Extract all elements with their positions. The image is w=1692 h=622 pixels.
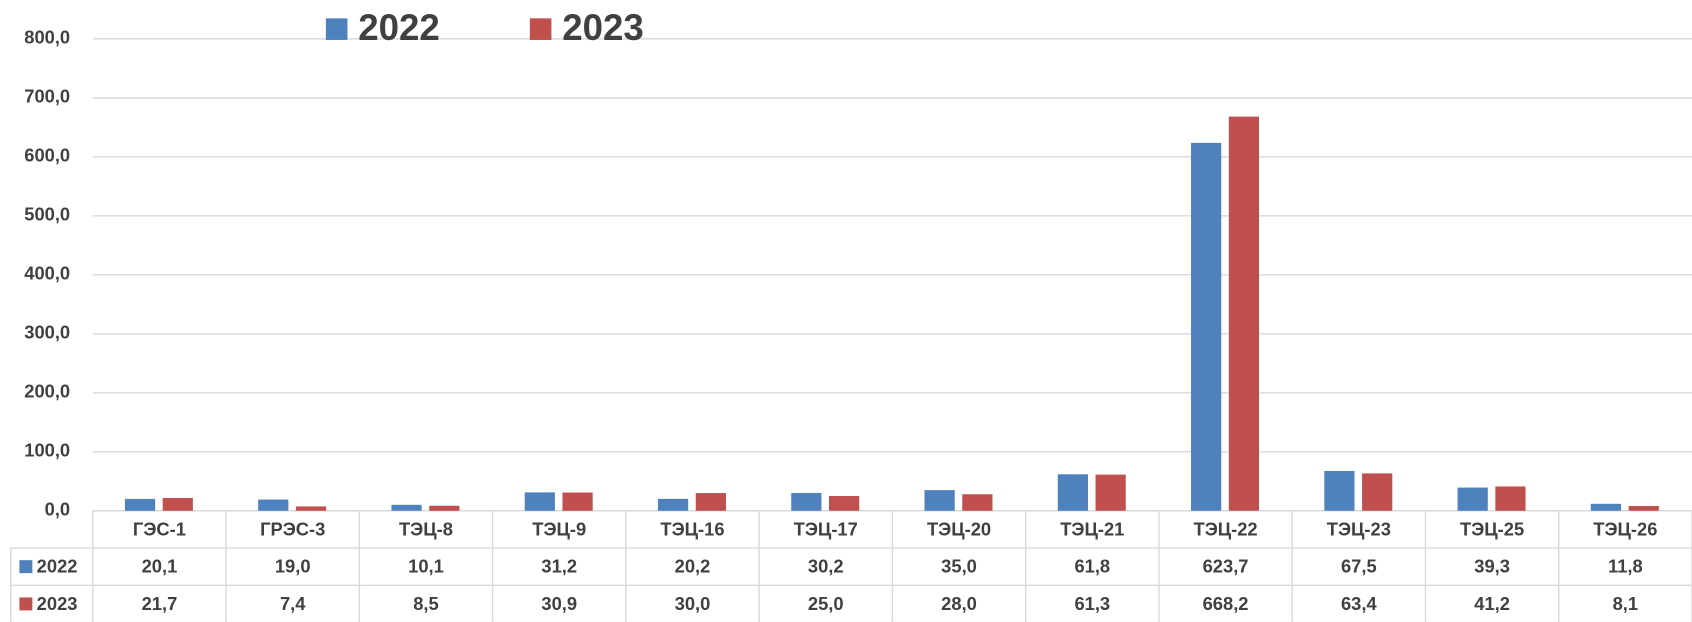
x-tick-label: ТЭЦ-17 xyxy=(794,518,858,539)
legend-label: 2023 xyxy=(562,7,644,48)
table-value: 10,1 xyxy=(408,556,444,577)
y-tick-label: 700,0 xyxy=(24,86,70,107)
y-tick-label: 800,0 xyxy=(24,27,70,48)
table-value: 35,0 xyxy=(941,556,977,577)
table-value: 28,0 xyxy=(941,593,977,614)
table-row-label: 2023 xyxy=(37,593,78,614)
y-tick-label: 600,0 xyxy=(24,145,70,166)
table-value: 19,0 xyxy=(275,556,311,577)
bar xyxy=(1057,474,1088,511)
table-value: 61,8 xyxy=(1074,556,1110,577)
bar xyxy=(391,504,422,511)
bar xyxy=(1095,474,1126,511)
y-tick-label: 500,0 xyxy=(24,204,70,225)
bar xyxy=(924,490,955,511)
table-value: 67,5 xyxy=(1341,556,1377,577)
table-row-label: 2022 xyxy=(37,556,78,577)
bar xyxy=(1590,503,1622,511)
y-tick-label: 200,0 xyxy=(24,381,70,402)
x-tick-label: ТЭЦ-25 xyxy=(1460,518,1524,539)
table-value: 63,4 xyxy=(1341,593,1377,614)
x-tick-label: ТЭЦ-16 xyxy=(660,518,724,539)
y-tick-label: 400,0 xyxy=(24,263,70,284)
bar xyxy=(295,506,327,511)
bar xyxy=(162,497,193,511)
legend-swatch xyxy=(529,18,552,40)
table-value: 623,7 xyxy=(1203,556,1249,577)
table-value: 30,2 xyxy=(808,556,844,577)
bar xyxy=(1628,505,1659,511)
table-legend-swatch xyxy=(19,560,33,574)
x-tick-label: ТЭЦ-26 xyxy=(1593,518,1657,539)
table-value: 668,2 xyxy=(1203,593,1249,614)
table-value: 8,1 xyxy=(1613,593,1639,614)
x-tick-label: ТЭЦ-20 xyxy=(927,518,991,539)
table-value: 21,7 xyxy=(142,593,178,614)
bar xyxy=(1495,486,1526,511)
table-value: 11,8 xyxy=(1608,556,1643,577)
y-tick-label: 100,0 xyxy=(24,440,70,461)
bar xyxy=(791,492,822,511)
x-tick-label: ГЭС-1 xyxy=(133,518,186,539)
bar xyxy=(1457,487,1488,511)
x-tick-label: ТЭЦ-21 xyxy=(1060,518,1124,539)
legend-label: 2022 xyxy=(358,7,440,48)
x-tick-label: ГРЭС-3 xyxy=(260,518,325,539)
table-value: 30,9 xyxy=(541,593,577,614)
bar xyxy=(1362,473,1393,511)
bar xyxy=(1191,142,1222,511)
x-tick-label: ТЭЦ-23 xyxy=(1327,518,1391,539)
x-tick-label: ТЭЦ-22 xyxy=(1193,518,1257,539)
table-value: 31,2 xyxy=(541,556,577,577)
bar xyxy=(1228,116,1260,511)
bar xyxy=(258,499,289,511)
bar xyxy=(429,505,460,511)
x-tick-label: ТЭЦ-8 xyxy=(399,518,453,539)
table-value: 7,4 xyxy=(280,593,306,614)
table-value: 61,3 xyxy=(1074,593,1110,614)
bar xyxy=(962,494,993,511)
bar xyxy=(524,492,555,511)
x-tick-label: ТЭЦ-9 xyxy=(532,518,586,539)
table-value: 25,0 xyxy=(808,593,844,614)
table-value: 20,2 xyxy=(675,556,711,577)
table-value: 41,2 xyxy=(1474,593,1510,614)
table-value: 39,3 xyxy=(1474,556,1510,577)
bar xyxy=(1324,470,1355,511)
bar xyxy=(562,492,593,511)
legend-swatch xyxy=(325,18,348,40)
y-tick-label: 300,0 xyxy=(24,322,70,343)
table-value: 20,1 xyxy=(142,556,178,577)
bar xyxy=(657,498,689,511)
bar xyxy=(124,498,156,511)
y-tick-label: 0,0 xyxy=(45,499,71,520)
bar xyxy=(829,496,860,511)
bar xyxy=(695,493,726,511)
table-legend-swatch xyxy=(19,597,33,611)
table-value: 8,5 xyxy=(413,593,439,614)
table-value: 30,0 xyxy=(675,593,711,614)
